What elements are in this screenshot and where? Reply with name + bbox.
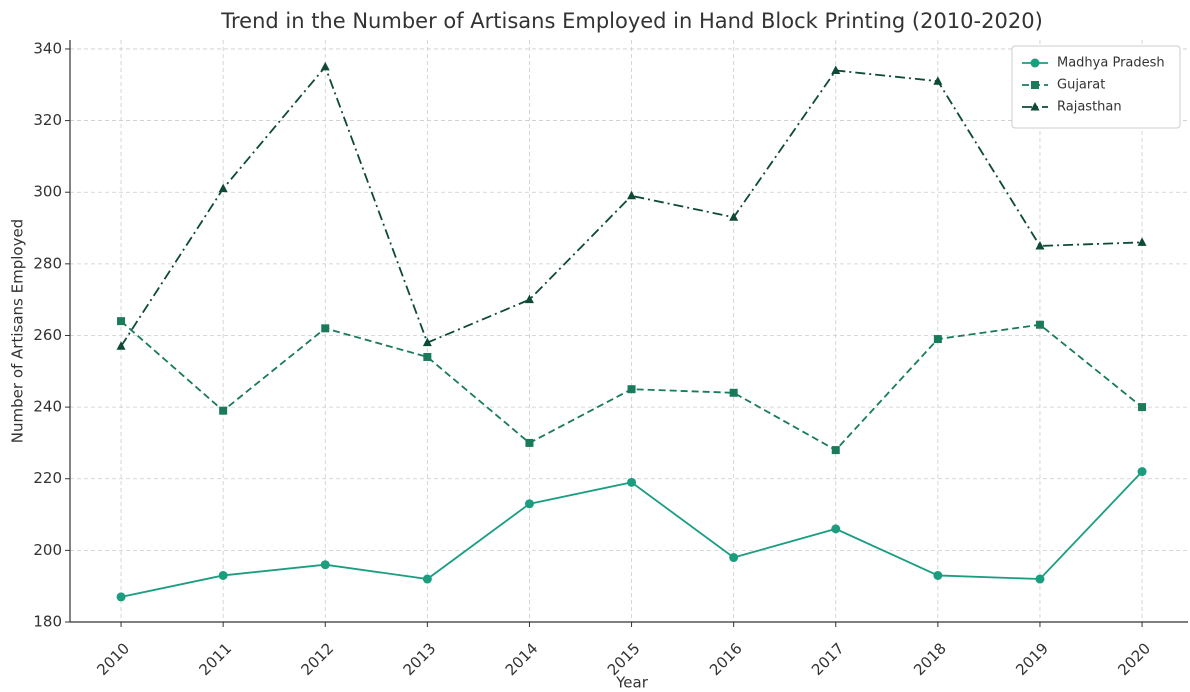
marker: [933, 335, 942, 344]
y-tick-label: 180: [33, 613, 62, 631]
y-tick-label: 300: [33, 183, 62, 201]
marker: [422, 574, 432, 584]
marker: [831, 446, 840, 455]
marker: [321, 324, 330, 333]
y-tick-label: 220: [33, 469, 62, 487]
x-tick-label: 2017: [808, 639, 848, 679]
x-tick-label: 2010: [93, 639, 133, 679]
x-tick-label: 2018: [910, 639, 950, 679]
marker: [627, 190, 637, 200]
marker: [320, 560, 330, 570]
legend-label: Madhya Pradesh: [1057, 56, 1165, 71]
y-tick-label: 200: [33, 541, 62, 559]
x-tick-label: 2020: [1114, 639, 1154, 679]
marker: [219, 406, 228, 415]
marker: [1138, 403, 1147, 412]
y-tick-label: 260: [33, 326, 62, 344]
marker: [1035, 320, 1044, 329]
legend-label: Rajasthan: [1057, 100, 1122, 115]
marker: [1035, 574, 1045, 584]
marker: [218, 183, 228, 193]
marker: [831, 65, 841, 74]
marker: [524, 294, 534, 304]
marker: [1137, 467, 1147, 477]
marker: [218, 570, 228, 580]
marker: [116, 341, 126, 350]
legend-box: [1011, 45, 1181, 129]
y-tick-label: 240: [33, 398, 62, 416]
x-tick-label: 2013: [400, 639, 440, 679]
marker: [627, 477, 637, 487]
x-axis-label: Year: [615, 674, 649, 692]
marker: [933, 570, 943, 580]
marker: [320, 61, 330, 71]
x-tick-label: 2012: [298, 639, 338, 679]
marker: [729, 212, 739, 221]
marker: [729, 553, 739, 563]
marker: [423, 352, 432, 361]
marker: [627, 385, 636, 394]
marker: [117, 317, 126, 326]
marker: [1137, 237, 1147, 246]
marker: [1030, 102, 1040, 111]
marker: [729, 388, 738, 397]
x-tick-label: 2019: [1012, 639, 1052, 679]
marker: [933, 76, 943, 85]
marker: [831, 524, 841, 534]
y-tick-label: 280: [33, 254, 62, 272]
marker: [524, 499, 534, 509]
marker: [1030, 58, 1040, 68]
x-tick-label: 2014: [502, 639, 542, 679]
y-axis-label: Number of Artisans Employed: [9, 219, 27, 443]
y-tick-label: 320: [33, 111, 62, 129]
x-tick-label: 2011: [195, 639, 235, 679]
series-line: [120, 65, 1143, 347]
marker: [1035, 240, 1045, 250]
marker: [116, 592, 126, 602]
marker: [1031, 81, 1039, 89]
marker: [525, 438, 534, 447]
y-tick-label: 340: [33, 39, 62, 57]
marker: [422, 337, 432, 347]
chart-title: Trend in the Number of Artisans Employed…: [220, 9, 1043, 33]
x-tick-label: 2016: [706, 639, 746, 679]
legend-label: Gujarat: [1057, 78, 1105, 93]
